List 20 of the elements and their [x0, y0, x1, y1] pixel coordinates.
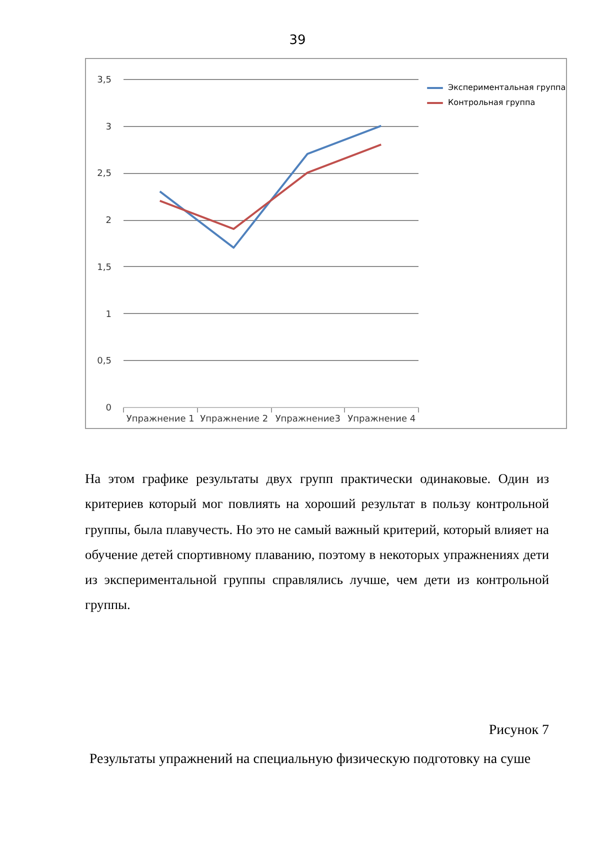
y-tick-label: 0	[106, 404, 112, 414]
legend-label: Контрольная группа	[448, 98, 536, 107]
y-tick-label: 3,5	[97, 76, 112, 86]
y-tick-label: 0,5	[97, 356, 112, 367]
text: Результаты упражнений на специальную физическую подготовку на суше	[88, 752, 532, 768]
y-tick-label: 2	[106, 216, 112, 226]
line-series	[158, 124, 382, 249]
x-tick-label: Упражнение 4	[348, 414, 416, 424]
text: 39	[288, 33, 307, 48]
y-tick-label: 2,5	[97, 169, 112, 180]
line-series	[158, 144, 382, 230]
y-tick-label: 1	[106, 310, 112, 320]
y-tick-label: 1,5	[97, 262, 112, 273]
x-tick-label: Упражнение3	[275, 414, 340, 424]
text: На этом графике результаты двух групп практически одинаковые. Один из критериев который мог повлиять на хороший результат в пользу контрольной группы, была плавучесть. Но это не самый важный критерий, который влияет на обучение детей спортивному плаванию, поэтому в некоторых упражнениях дети из экспериментальной группы справлялись лучше, чем дети из контрольной группы.	[85, 470, 549, 614]
x-tick-label: Упражнение 2	[200, 414, 268, 424]
text: Рисунок 7	[488, 723, 549, 739]
legend-label: Экспериментальная группа	[448, 83, 566, 92]
y-tick-label: 3	[106, 122, 112, 132]
x-tick-label: Упражнение 1	[126, 414, 194, 424]
